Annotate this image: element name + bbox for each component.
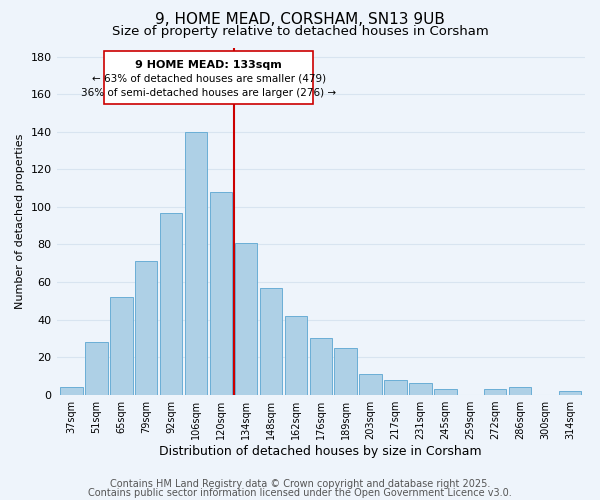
Bar xyxy=(85,342,107,394)
Bar xyxy=(110,297,133,394)
Bar xyxy=(104,52,313,104)
Text: Contains HM Land Registry data © Crown copyright and database right 2025.: Contains HM Land Registry data © Crown c… xyxy=(110,479,490,489)
Bar xyxy=(210,192,232,394)
Bar xyxy=(509,387,532,394)
Bar xyxy=(434,389,457,394)
Bar xyxy=(260,288,282,395)
Text: ← 63% of detached houses are smaller (479): ← 63% of detached houses are smaller (47… xyxy=(92,74,326,84)
Bar xyxy=(559,391,581,394)
Bar xyxy=(409,384,431,394)
Bar xyxy=(334,348,357,395)
Text: 9 HOME MEAD: 133sqm: 9 HOME MEAD: 133sqm xyxy=(135,60,282,70)
Bar xyxy=(160,212,182,394)
X-axis label: Distribution of detached houses by size in Corsham: Distribution of detached houses by size … xyxy=(160,444,482,458)
Bar xyxy=(60,387,83,394)
Text: 9, HOME MEAD, CORSHAM, SN13 9UB: 9, HOME MEAD, CORSHAM, SN13 9UB xyxy=(155,12,445,28)
Bar xyxy=(359,374,382,394)
Bar xyxy=(284,316,307,394)
Bar xyxy=(235,242,257,394)
Bar xyxy=(484,389,506,394)
Text: Contains public sector information licensed under the Open Government Licence v3: Contains public sector information licen… xyxy=(88,488,512,498)
Bar xyxy=(310,338,332,394)
Text: 36% of semi-detached houses are larger (276) →: 36% of semi-detached houses are larger (… xyxy=(81,88,336,98)
Text: Size of property relative to detached houses in Corsham: Size of property relative to detached ho… xyxy=(112,25,488,38)
Bar xyxy=(135,262,157,394)
Y-axis label: Number of detached properties: Number of detached properties xyxy=(15,134,25,308)
Bar xyxy=(385,380,407,394)
Bar xyxy=(185,132,208,394)
